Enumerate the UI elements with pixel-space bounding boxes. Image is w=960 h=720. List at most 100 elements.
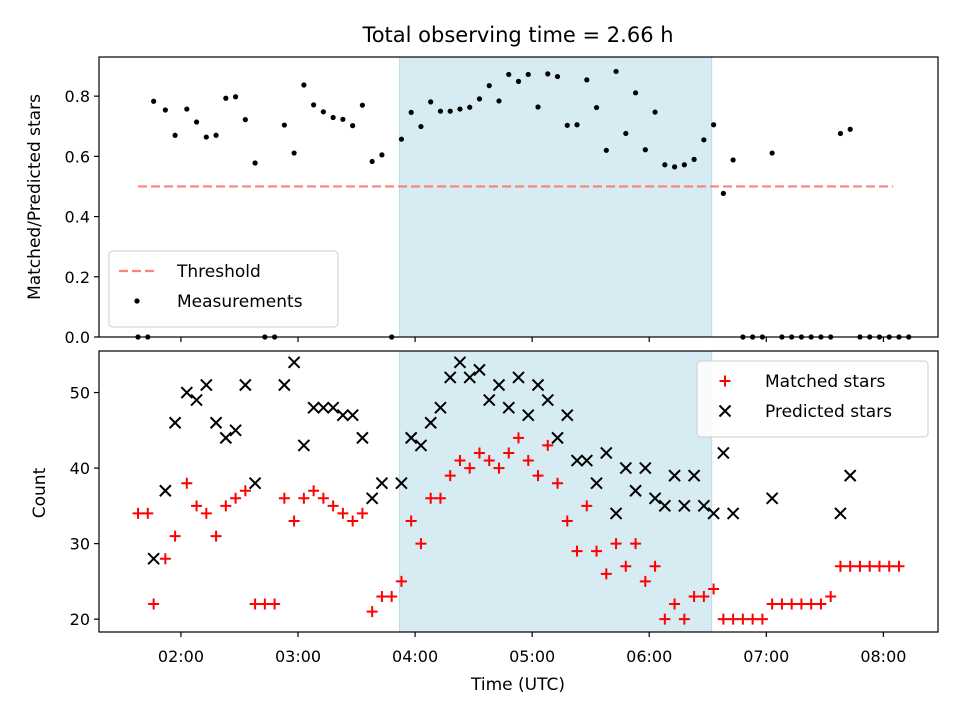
predicted-star-point [648,492,662,505]
legend-predicted-swatch [718,404,732,418]
x-tick-label: 05:00 [509,647,555,666]
predicted-star-point [147,552,160,565]
predicted-star-point [297,439,311,452]
x-tick-label: 04:00 [392,647,438,666]
measurement-point [681,162,687,168]
bottom-plot: 20 30 40 50 02:00 03:00 04:00 05:00 06:00 07:00 08… [70,350,939,666]
matched-star-point [561,515,573,527]
predicted-star-point [307,401,320,414]
predicted-star-point [414,439,428,452]
predicted-star-point [619,461,633,475]
measurement-point [584,77,590,83]
top-shaded-region [398,56,713,338]
measurement-point [379,152,385,158]
matched-star-point [571,545,583,557]
matched-star-point [591,545,603,557]
predicted-star-point [278,378,291,392]
predicted-star-point [590,476,603,490]
predicted-star-point [229,424,242,437]
legend-matched-swatch [719,375,731,387]
matched-star-point [210,530,222,542]
matched-star-point [513,432,524,444]
measurement-point [301,82,307,88]
x-tick-label: 03:00 [275,647,321,666]
matched-star-point [883,560,895,572]
matched-star-point [873,560,885,572]
x-tick-label: 06:00 [626,647,672,666]
predicted-star-point [424,416,437,429]
matched-star-point [405,515,417,527]
measurement-point [447,108,453,114]
measurement-point [593,104,600,111]
predicted-star-point [551,431,564,445]
predicted-star-point [159,484,172,497]
predicted-star-point [473,363,486,377]
matched-star-point [159,553,171,565]
matched-star-point [522,455,534,467]
bottom-y-tick-label: 30 [70,535,90,554]
matched-star-point [698,590,710,602]
matched-star-point [893,560,905,572]
predicted-star-point [444,371,457,384]
matched-star-point [278,492,290,504]
measurement-point [486,83,492,89]
matched-star-point [493,462,505,474]
predicted-star-point [580,454,593,467]
matched-star-point [434,492,446,504]
bottom-y-tick-label: 40 [70,459,90,478]
matched-star-point [688,590,700,602]
matched-star-point [148,598,160,610]
measurement-point [311,102,317,108]
legend-measurement-swatch [134,298,140,304]
measurement-point [350,123,356,129]
predicted-star-point [453,356,467,369]
legend-entry-label: Matched stars [765,372,885,392]
matched-star-point [815,598,827,610]
matched-star-point [181,477,193,489]
matched-star-point [454,455,466,467]
measurement-point [184,106,190,112]
matched-star-point [659,613,671,625]
legend-entry-label: Measurements [177,292,303,312]
matched-star-point [317,492,329,504]
matched-star-point [727,613,739,625]
matched-star-point [395,575,407,587]
predicted-star-point [219,431,233,445]
predicted-star-point [512,371,525,384]
measurement-point [720,190,726,196]
matched-star-point [269,598,281,610]
predicted-star-point [365,492,379,505]
measurement-point [730,157,736,163]
matched-star-point [220,500,232,512]
measurement-point [437,108,444,114]
matched-star-point [327,500,339,512]
predicted-star-point [639,461,652,475]
measurement-point [467,104,473,110]
predicted-star-point [434,401,447,414]
measurement-point [151,98,157,104]
x-axis-label: Time (UTC) [470,675,565,695]
predicted-star-point [346,408,359,422]
predicted-star-point [531,378,545,392]
bottom-axes-frame [98,350,939,633]
matched-star-point [473,447,485,459]
predicted-star-point [395,476,408,490]
matched-star-point [169,530,181,542]
predicted-star-point [843,469,857,482]
matched-star-point [542,439,554,451]
measurement-point [369,158,375,165]
bottom-legend-box [696,360,929,438]
x-tick-label: 08:00 [860,647,906,666]
matched-star-point [756,613,768,625]
top-legend-box [108,250,339,328]
matched-star-point [776,598,788,610]
predicted-star-point [600,446,613,460]
measurement-point [232,94,239,100]
matched-star-point [552,477,564,489]
measurement-point [340,116,346,122]
predicted-star-point [180,386,194,399]
matched-star-point [610,538,622,550]
top-y-tick-label: 0.6 [65,147,90,166]
measurement-point [613,68,619,75]
matched-star-point [415,538,427,550]
